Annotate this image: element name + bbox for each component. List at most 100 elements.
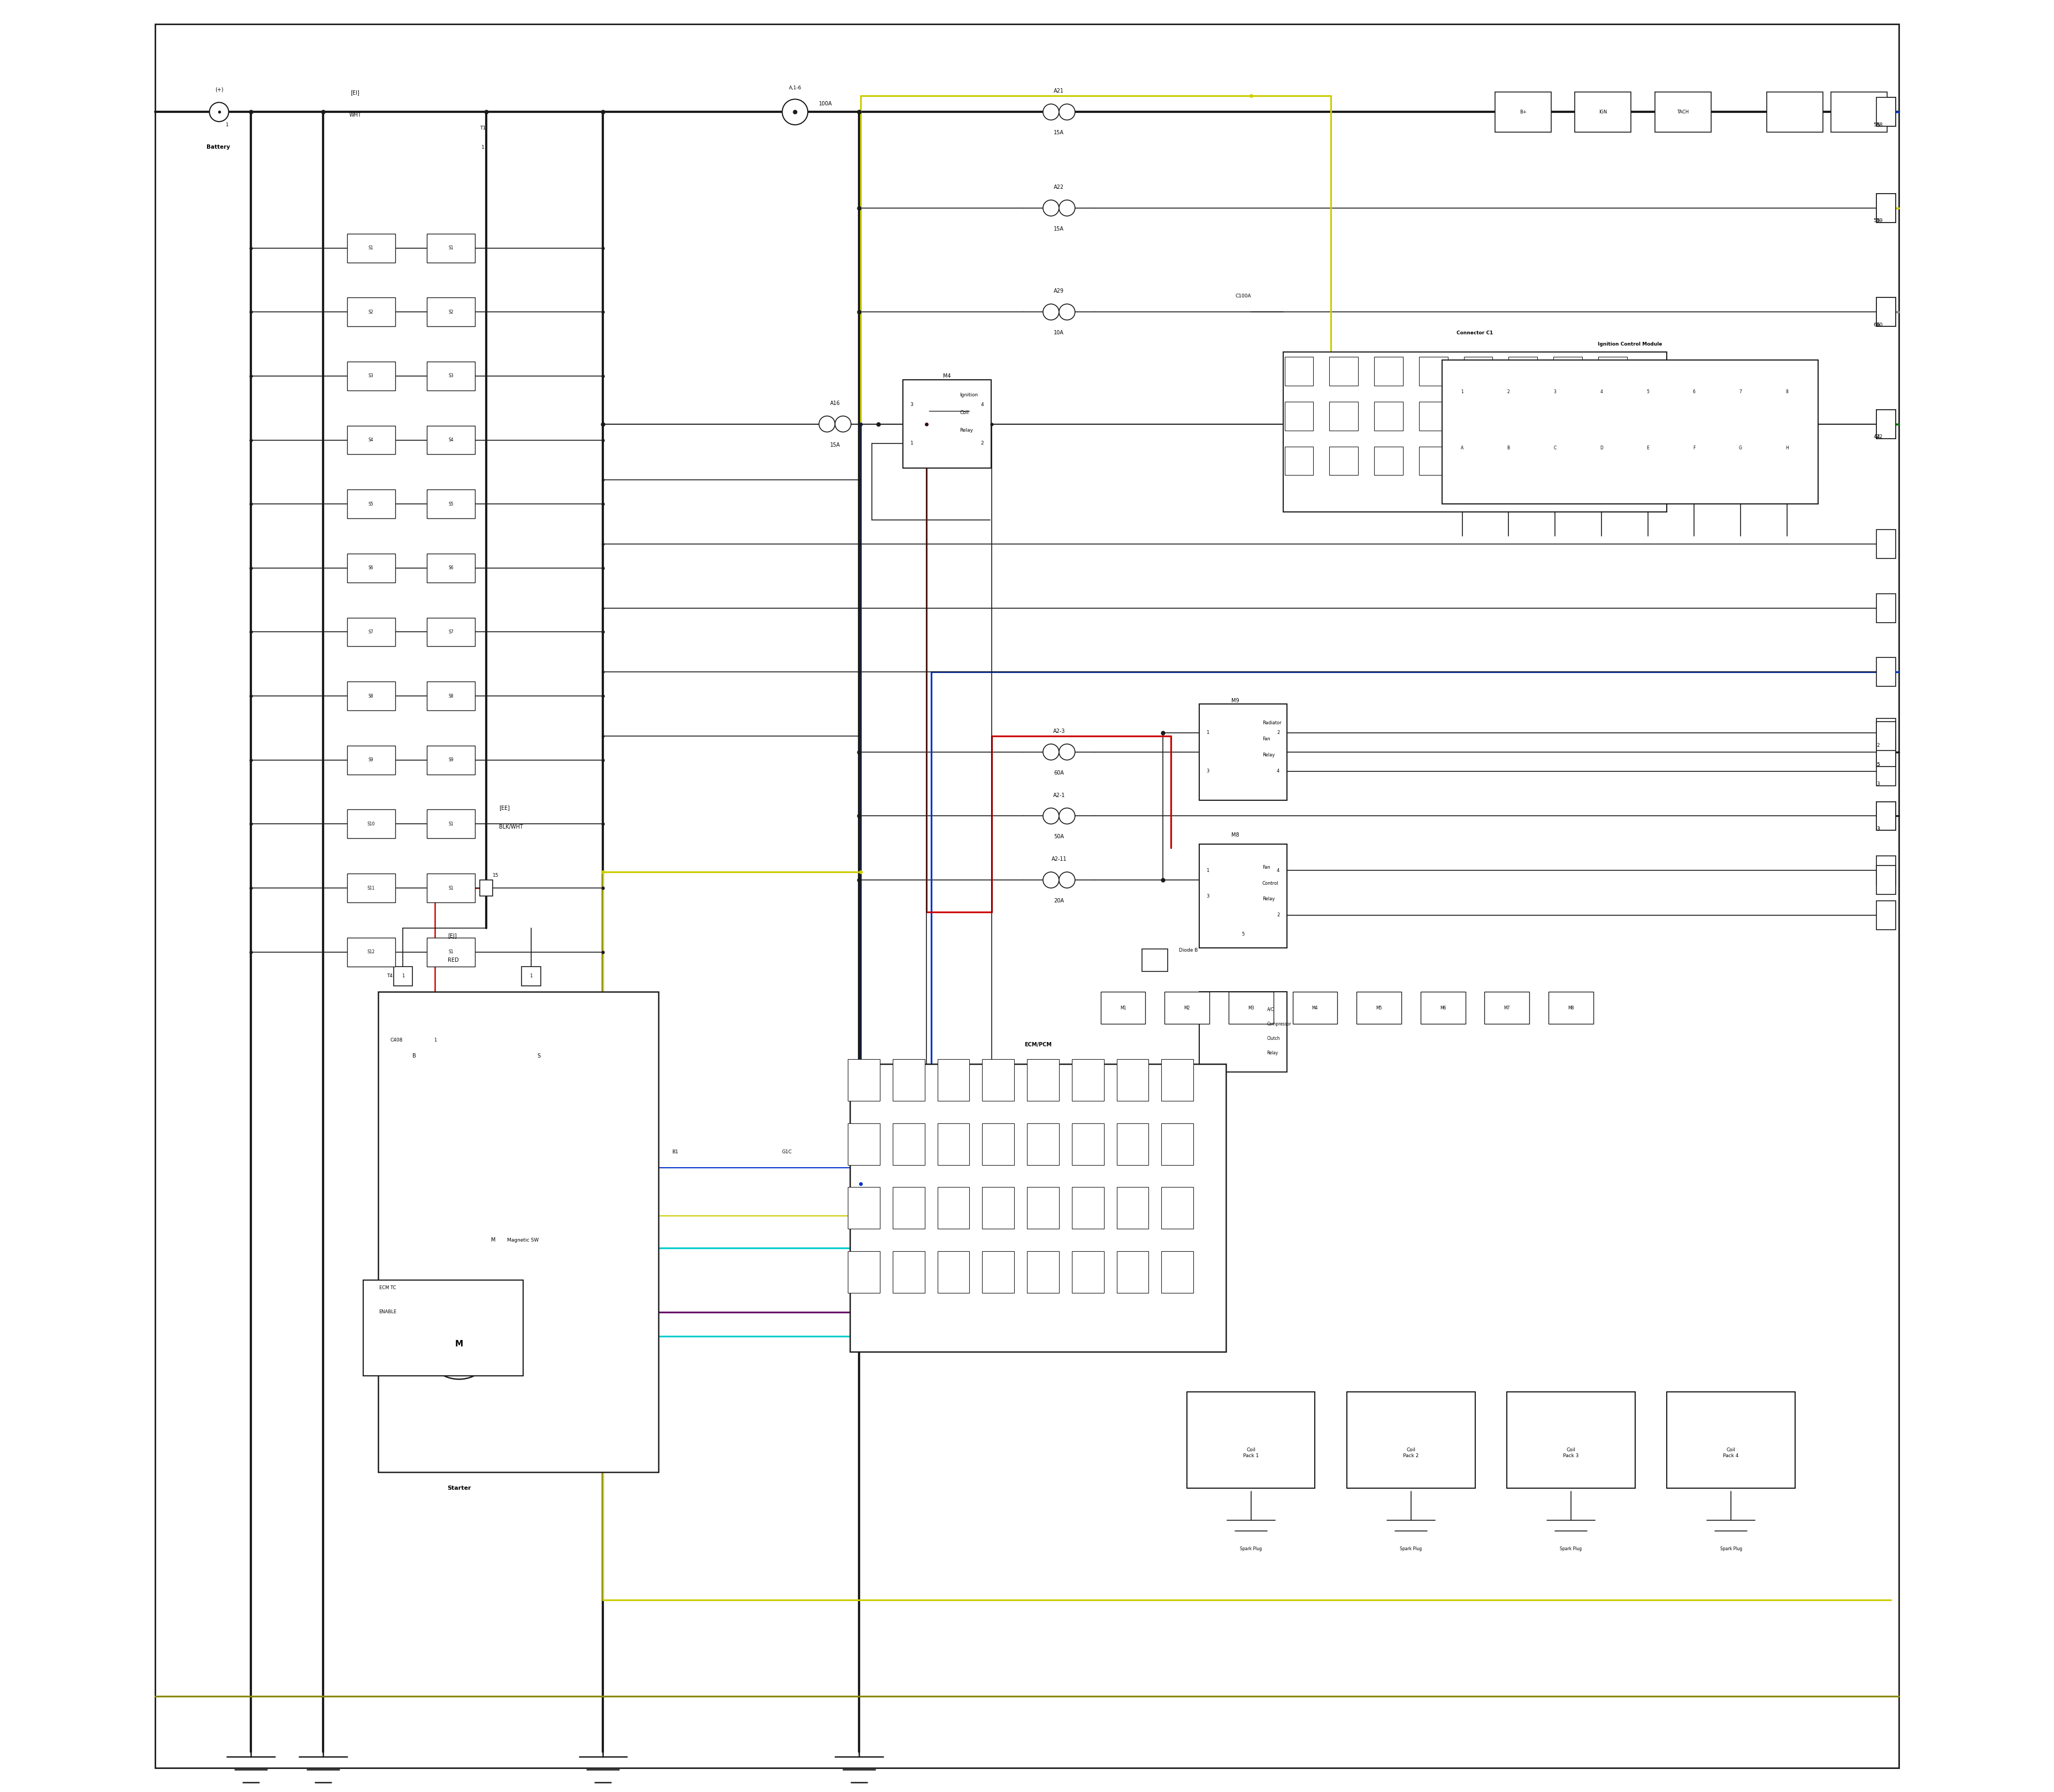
Text: B1: B1 bbox=[672, 1150, 678, 1154]
Text: F: F bbox=[1692, 446, 1695, 450]
Text: M: M bbox=[456, 1340, 462, 1348]
Text: ECM/PCM: ECM/PCM bbox=[1025, 1043, 1052, 1048]
Bar bbox=[1877, 901, 1896, 930]
Bar bbox=[1877, 738, 1896, 767]
Circle shape bbox=[1060, 873, 1074, 889]
Text: S9: S9 bbox=[448, 758, 454, 762]
Bar bbox=[937, 1124, 969, 1165]
Text: [EJ]: [EJ] bbox=[448, 934, 456, 939]
Bar bbox=[347, 233, 394, 262]
Text: C408: C408 bbox=[390, 1038, 403, 1043]
Text: A2-11: A2-11 bbox=[1052, 857, 1066, 862]
Text: 3: 3 bbox=[910, 403, 914, 407]
Bar bbox=[347, 874, 394, 903]
Text: 2: 2 bbox=[980, 441, 984, 446]
Text: BLK/WHT: BLK/WHT bbox=[499, 824, 524, 830]
Text: 15A: 15A bbox=[1054, 226, 1064, 231]
Bar bbox=[427, 554, 474, 582]
Text: Clutch: Clutch bbox=[1267, 1036, 1280, 1041]
Text: Relay: Relay bbox=[1263, 896, 1276, 901]
Bar bbox=[1161, 1124, 1193, 1165]
Text: 5: 5 bbox=[1877, 762, 1879, 767]
Bar bbox=[1117, 1124, 1148, 1165]
Text: 42: 42 bbox=[1877, 434, 1884, 439]
Bar bbox=[347, 489, 394, 518]
Bar bbox=[1877, 97, 1896, 127]
Text: Spark Plug: Spark Plug bbox=[1559, 1546, 1582, 1552]
Text: 60A: 60A bbox=[1054, 771, 1064, 776]
Text: 6: 6 bbox=[1692, 389, 1695, 394]
Text: G1C: G1C bbox=[783, 1150, 793, 1154]
Bar bbox=[1142, 948, 1169, 971]
Bar bbox=[848, 1124, 879, 1165]
Text: A22: A22 bbox=[1054, 185, 1064, 190]
Text: S1: S1 bbox=[368, 246, 374, 251]
Bar bbox=[1465, 401, 1493, 430]
Text: 3: 3 bbox=[1877, 826, 1879, 831]
Text: A: A bbox=[1460, 446, 1465, 450]
Bar bbox=[1877, 297, 1896, 326]
Text: ECM TC: ECM TC bbox=[380, 1285, 396, 1290]
Bar bbox=[1553, 357, 1582, 385]
Bar bbox=[378, 993, 657, 1471]
Circle shape bbox=[1060, 305, 1074, 321]
Bar bbox=[1329, 446, 1358, 475]
Text: Battery: Battery bbox=[205, 145, 230, 151]
Text: Relay: Relay bbox=[959, 428, 974, 434]
Bar bbox=[1027, 1059, 1060, 1100]
Bar bbox=[427, 297, 474, 326]
Bar bbox=[937, 1251, 969, 1292]
Text: S6: S6 bbox=[448, 566, 454, 570]
Bar bbox=[1161, 1186, 1193, 1229]
Bar bbox=[1656, 91, 1711, 133]
Text: S11: S11 bbox=[368, 885, 374, 891]
Text: T4: T4 bbox=[386, 973, 392, 978]
Bar bbox=[1117, 1251, 1148, 1292]
Bar bbox=[1553, 401, 1582, 430]
Text: Coil
Pack 2: Coil Pack 2 bbox=[1403, 1448, 1419, 1459]
Text: M7: M7 bbox=[1504, 1005, 1510, 1011]
Text: Starter: Starter bbox=[448, 1486, 470, 1491]
Bar bbox=[1549, 993, 1594, 1023]
Bar bbox=[1421, 993, 1465, 1023]
Text: S4: S4 bbox=[368, 437, 374, 443]
Bar bbox=[1575, 91, 1631, 133]
Bar bbox=[427, 618, 474, 647]
Circle shape bbox=[1043, 744, 1060, 760]
Bar bbox=[1508, 357, 1536, 385]
Bar bbox=[1508, 446, 1536, 475]
Text: Fan: Fan bbox=[1263, 866, 1269, 869]
Circle shape bbox=[1043, 201, 1060, 217]
Text: 5: 5 bbox=[1877, 762, 1879, 767]
Text: 4: 4 bbox=[980, 403, 984, 407]
Text: 15A: 15A bbox=[830, 443, 840, 448]
Text: S2: S2 bbox=[368, 310, 374, 314]
Text: 1: 1 bbox=[530, 973, 532, 978]
Bar bbox=[364, 1279, 524, 1376]
Text: Connector C1: Connector C1 bbox=[1456, 330, 1493, 335]
Bar bbox=[1877, 97, 1896, 127]
Bar bbox=[1284, 351, 1668, 513]
Bar bbox=[1495, 91, 1551, 133]
Bar bbox=[427, 810, 474, 839]
Text: 10A: 10A bbox=[1054, 330, 1064, 335]
Bar bbox=[1072, 1186, 1103, 1229]
Text: WHT: WHT bbox=[349, 113, 362, 118]
Text: Diode B: Diode B bbox=[1179, 948, 1197, 953]
Circle shape bbox=[1060, 201, 1074, 217]
Text: 1: 1 bbox=[1206, 731, 1210, 735]
Bar bbox=[1766, 91, 1824, 133]
Bar bbox=[1465, 357, 1493, 385]
Text: M8: M8 bbox=[1567, 1005, 1573, 1011]
Text: S1: S1 bbox=[448, 885, 454, 891]
Text: H: H bbox=[1785, 446, 1789, 450]
Text: S5: S5 bbox=[448, 502, 454, 507]
Bar bbox=[427, 874, 474, 903]
Bar bbox=[1485, 993, 1530, 1023]
Text: 1: 1 bbox=[403, 973, 405, 978]
Text: S6: S6 bbox=[368, 566, 374, 570]
Bar bbox=[1419, 357, 1448, 385]
Bar bbox=[1027, 1251, 1060, 1292]
Bar bbox=[427, 681, 474, 710]
Text: Control: Control bbox=[1263, 882, 1278, 885]
